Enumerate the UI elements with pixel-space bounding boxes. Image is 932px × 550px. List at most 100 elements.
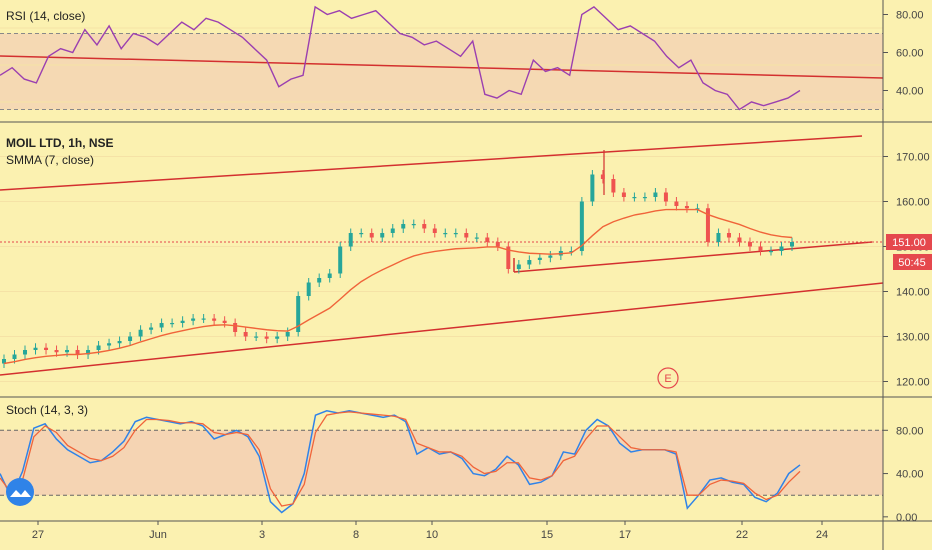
- upper-channel-trendline[interactable]: [0, 135, 863, 191]
- rsi-title: RSI (14, close): [6, 9, 85, 23]
- stoch-tick-label: 80.00: [896, 425, 924, 437]
- candle-body[interactable]: [254, 336, 259, 338]
- candle-body[interactable]: [579, 201, 584, 252]
- rsi-tick-label: 80.00: [896, 10, 924, 22]
- time-tick-label: 10: [426, 529, 438, 541]
- candle-body[interactable]: [684, 206, 689, 209]
- candle-body[interactable]: [443, 233, 448, 235]
- lower-channel-trendline[interactable]: [0, 282, 884, 376]
- candle-body[interactable]: [474, 237, 479, 239]
- candle-body[interactable]: [737, 237, 742, 243]
- stoch-pane[interactable]: Stoch (14, 3, 3) 80.00 40.00 0.00: [0, 403, 924, 524]
- time-tick-label: 8: [353, 529, 359, 541]
- candle-body[interactable]: [338, 246, 343, 274]
- candle-body[interactable]: [296, 296, 301, 332]
- candle-body[interactable]: [485, 237, 490, 243]
- candle-body[interactable]: [432, 228, 437, 234]
- candle-body[interactable]: [65, 350, 70, 353]
- last-price-badge: 151.00: [886, 234, 932, 250]
- candle-body[interactable]: [159, 323, 164, 328]
- tradingview-logo[interactable]: [6, 478, 34, 506]
- earnings-event-marker[interactable]: E: [657, 367, 679, 389]
- stoch-tick-label: 40.00: [896, 469, 924, 481]
- candle-body[interactable]: [548, 255, 553, 258]
- candle-body[interactable]: [317, 278, 322, 283]
- candle-body[interactable]: [243, 332, 248, 337]
- candle-body[interactable]: [695, 208, 700, 210]
- candle-body[interactable]: [380, 233, 385, 238]
- candle-body[interactable]: [117, 341, 122, 344]
- candle-body[interactable]: [747, 242, 752, 247]
- earnings-label: E: [664, 373, 671, 385]
- candle-body[interactable]: [611, 179, 616, 193]
- candle-body[interactable]: [54, 350, 59, 353]
- candle-body[interactable]: [464, 233, 469, 238]
- candle-body[interactable]: [674, 201, 679, 207]
- stoch-band: [0, 430, 883, 496]
- candle-body[interactable]: [506, 246, 511, 270]
- candle-body[interactable]: [306, 282, 311, 297]
- candle-body[interactable]: [275, 336, 280, 339]
- candle-body[interactable]: [348, 233, 353, 247]
- candle-body[interactable]: [590, 174, 595, 202]
- candle-body[interactable]: [33, 347, 38, 350]
- candle-body[interactable]: [642, 197, 647, 199]
- candle-body[interactable]: [12, 354, 17, 360]
- candle-body[interactable]: [790, 242, 794, 247]
- candle-body[interactable]: [705, 208, 710, 242]
- candle-body[interactable]: [621, 192, 626, 198]
- candle-body[interactable]: [180, 320, 185, 323]
- candle-body[interactable]: [285, 332, 290, 337]
- candle-body[interactable]: [264, 336, 269, 339]
- candle-body[interactable]: [170, 323, 175, 325]
- candle-body[interactable]: [359, 233, 364, 235]
- candle-body[interactable]: [212, 318, 217, 321]
- candle-body[interactable]: [600, 174, 605, 180]
- earnings-circle-icon: [657, 367, 679, 389]
- candle-body[interactable]: [569, 251, 574, 253]
- candle-body[interactable]: [422, 224, 427, 229]
- candle-body[interactable]: [768, 251, 773, 253]
- price-pane[interactable]: MOIL LTD, 1h, NSE SMMA (7, close) E 170.…: [0, 135, 932, 389]
- candle-body[interactable]: [716, 233, 721, 242]
- candle-body[interactable]: [149, 327, 154, 330]
- candle-body[interactable]: [191, 318, 196, 321]
- candle-body[interactable]: [233, 323, 238, 332]
- candle-body[interactable]: [401, 224, 406, 229]
- candle-body[interactable]: [726, 233, 731, 238]
- candle-body[interactable]: [453, 233, 458, 235]
- candle-body[interactable]: [758, 246, 763, 252]
- candle-body[interactable]: [390, 228, 395, 234]
- candle-body[interactable]: [327, 273, 332, 279]
- rsi-band: [0, 33, 883, 110]
- rsi-pane[interactable]: RSI (14, close) 80.00 60.00 40.00: [0, 5, 924, 111]
- candle-body[interactable]: [663, 192, 668, 202]
- candle-body[interactable]: [2, 359, 6, 364]
- candles[interactable]: [2, 170, 794, 368]
- candle-body[interactable]: [86, 350, 91, 355]
- candle-body[interactable]: [653, 192, 658, 198]
- candle-body[interactable]: [495, 242, 500, 247]
- support-trendline[interactable]: [513, 241, 873, 273]
- candle-body[interactable]: [537, 257, 542, 260]
- candle-body[interactable]: [107, 343, 112, 346]
- time-tick-label: 24: [816, 529, 828, 541]
- rsi-tick-label: 60.00: [896, 48, 924, 60]
- candle-body[interactable]: [369, 233, 374, 238]
- rsi-tick-label: 40.00: [896, 86, 924, 98]
- candle-body[interactable]: [75, 350, 80, 355]
- candle-body[interactable]: [516, 264, 521, 270]
- candle-body[interactable]: [201, 318, 206, 320]
- candle-body[interactable]: [96, 345, 101, 351]
- candle-body[interactable]: [527, 260, 532, 265]
- time-axis[interactable]: 27 Jun 3 8 10 15 17 22 24: [32, 521, 828, 541]
- candle-body[interactable]: [138, 329, 143, 337]
- candle-body[interactable]: [779, 246, 784, 252]
- candle-body[interactable]: [44, 347, 49, 350]
- candle-body[interactable]: [222, 320, 227, 323]
- smma-series-line: [3, 208, 793, 365]
- candle-body[interactable]: [128, 336, 133, 342]
- candle-body[interactable]: [23, 350, 28, 355]
- candle-body[interactable]: [632, 197, 637, 199]
- candle-body[interactable]: [411, 224, 416, 226]
